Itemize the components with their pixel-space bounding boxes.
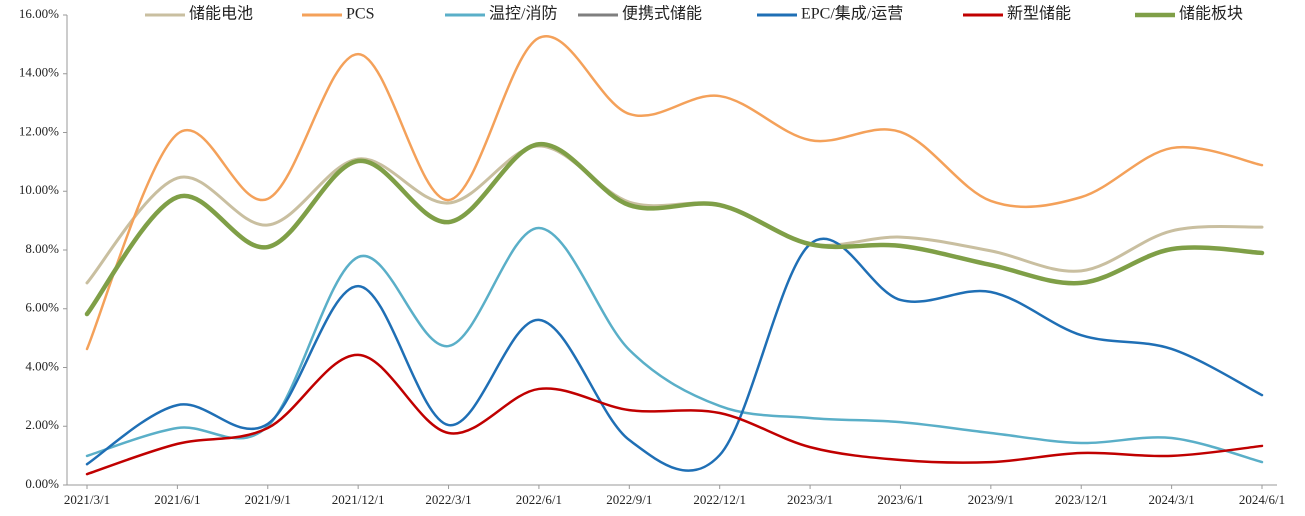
legend-label: 温控/消防 [489, 5, 557, 23]
y-tick-label: 10.00% [19, 182, 59, 197]
series-line [85, 34, 1264, 351]
legend-label: EPC/集成/运营 [801, 5, 903, 23]
y-tick-label: 4.00% [25, 358, 59, 373]
x-tick-label: 2022/12/1 [693, 492, 746, 507]
y-tick-label: 6.00% [25, 300, 59, 315]
legend-label: 新型储能 [1007, 5, 1071, 23]
x-tick-label: 2022/6/1 [516, 492, 562, 507]
x-tick-label: 2021/6/1 [154, 492, 200, 507]
legend-label: 储能板块 [1179, 5, 1243, 23]
legend-label: 储能电池 [189, 5, 253, 23]
series-line [84, 141, 1265, 317]
series-line [85, 353, 1264, 476]
y-tick-label: 16.00% [19, 6, 59, 21]
x-tick-label: 2021/12/1 [332, 492, 385, 507]
y-tick-label: 2.00% [25, 417, 59, 432]
series-line [85, 142, 1264, 316]
x-tick-label: 2022/9/1 [606, 492, 652, 507]
legend-label: 便携式储能 [622, 5, 702, 23]
series-line [85, 144, 1264, 285]
x-tick-label: 2023/3/1 [787, 492, 833, 507]
series-line [85, 226, 1264, 464]
x-tick-label: 2023/12/1 [1055, 492, 1108, 507]
x-tick-label: 2023/6/1 [877, 492, 923, 507]
x-tick-label: 2024/6/1 [1239, 492, 1285, 507]
y-tick-label: 0.00% [25, 476, 59, 491]
legend-label: PCS [346, 6, 374, 23]
y-tick-label: 12.00% [19, 123, 59, 138]
x-tick-label: 2022/3/1 [425, 492, 471, 507]
x-tick-label: 2021/3/1 [64, 492, 110, 507]
y-tick-label: 14.00% [19, 65, 59, 80]
series-line [85, 237, 1264, 472]
y-tick-label: 8.00% [25, 241, 59, 256]
x-tick-label: 2021/9/1 [245, 492, 291, 507]
x-tick-label: 2023/9/1 [968, 492, 1014, 507]
x-tick-label: 2024/3/1 [1148, 492, 1194, 507]
